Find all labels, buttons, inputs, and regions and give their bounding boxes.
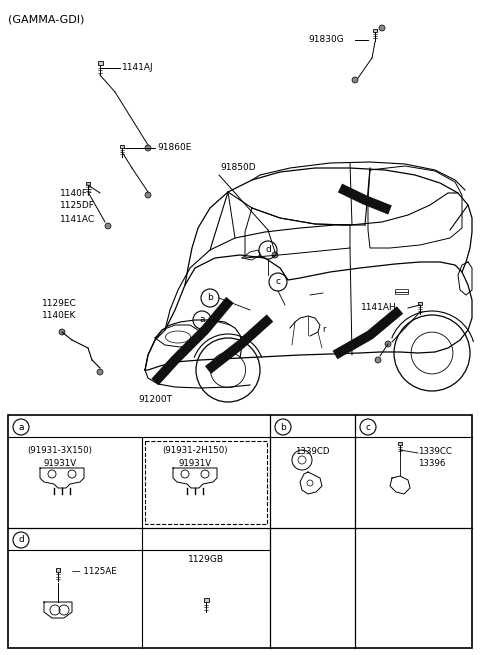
Bar	[86, 181, 90, 185]
Text: r: r	[322, 326, 325, 335]
Text: 1141AJ: 1141AJ	[122, 64, 154, 73]
Circle shape	[145, 192, 151, 198]
Text: c: c	[365, 422, 371, 432]
Text: 1140FF: 1140FF	[60, 189, 93, 198]
Circle shape	[59, 329, 65, 335]
Text: 91850D: 91850D	[220, 164, 256, 172]
Text: (91931-3X150): (91931-3X150)	[27, 447, 93, 455]
Circle shape	[385, 341, 391, 347]
Text: 1125DF: 1125DF	[60, 202, 95, 210]
Text: 1129GB: 1129GB	[188, 555, 224, 565]
Text: a: a	[199, 316, 205, 324]
Text: 1129EC: 1129EC	[42, 299, 77, 307]
Text: a: a	[18, 422, 24, 432]
Circle shape	[145, 145, 151, 151]
Text: b: b	[207, 293, 213, 303]
Text: 1339CD: 1339CD	[295, 447, 329, 455]
Circle shape	[105, 223, 111, 229]
Text: c: c	[276, 278, 280, 286]
Circle shape	[352, 77, 358, 83]
Circle shape	[375, 357, 381, 363]
Text: 1339CC: 1339CC	[418, 447, 452, 455]
Circle shape	[97, 369, 103, 375]
Bar	[56, 569, 60, 572]
Text: d: d	[18, 536, 24, 544]
Text: 91931V: 91931V	[179, 458, 212, 468]
Bar	[418, 301, 422, 305]
Bar	[145, 441, 267, 524]
Text: (GAMMA-GDI): (GAMMA-GDI)	[8, 14, 84, 24]
Text: b: b	[280, 422, 286, 432]
Text: 91830G: 91830G	[308, 35, 344, 45]
Text: 91200T: 91200T	[138, 395, 172, 404]
Text: 91931V: 91931V	[43, 458, 77, 468]
Circle shape	[379, 25, 385, 31]
Bar	[395, 289, 408, 294]
Circle shape	[272, 252, 278, 258]
Bar	[8, 415, 472, 648]
Bar	[398, 441, 402, 445]
Text: d: d	[265, 246, 271, 255]
Text: — 1125AE: — 1125AE	[72, 567, 117, 576]
Bar	[373, 29, 377, 32]
Text: (91931-2H150): (91931-2H150)	[162, 447, 228, 455]
Text: 13396: 13396	[418, 458, 445, 468]
Text: 91860E: 91860E	[157, 143, 192, 153]
Bar	[120, 145, 124, 148]
Text: 1140EK: 1140EK	[42, 312, 76, 320]
Text: 1141AH: 1141AH	[361, 303, 397, 312]
Text: 1141AC: 1141AC	[60, 214, 95, 223]
Bar	[97, 61, 103, 65]
Bar	[204, 598, 208, 602]
